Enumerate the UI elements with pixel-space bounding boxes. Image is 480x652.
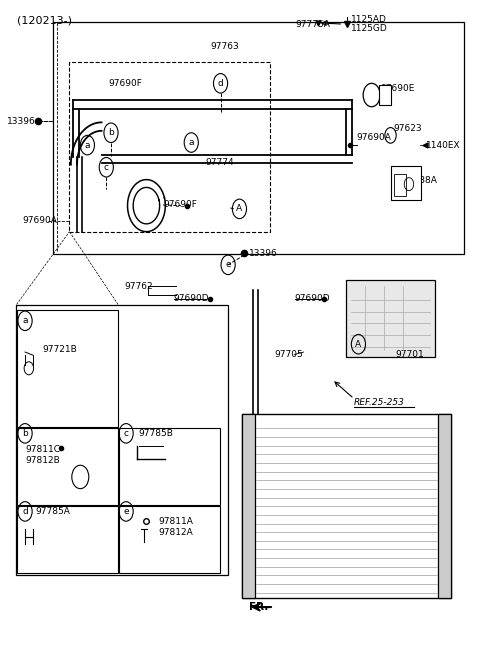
Text: 97812B: 97812B <box>25 456 60 465</box>
Bar <box>17 310 118 427</box>
Bar <box>70 62 270 232</box>
Text: e: e <box>123 507 129 516</box>
Text: 97701: 97701 <box>395 350 424 359</box>
Text: e: e <box>225 260 231 269</box>
Text: FR.: FR. <box>249 602 269 612</box>
Text: 13396: 13396 <box>7 117 36 126</box>
Text: 97812A: 97812A <box>158 528 193 537</box>
Text: 97785A: 97785A <box>36 507 71 516</box>
Text: 97690A: 97690A <box>23 216 58 225</box>
Text: 1125GD: 1125GD <box>351 24 388 33</box>
Text: 97690F: 97690F <box>163 200 197 209</box>
Text: b: b <box>22 429 28 438</box>
Text: 97705: 97705 <box>274 350 303 359</box>
Bar <box>53 22 464 254</box>
Bar <box>346 280 435 357</box>
Text: d: d <box>22 507 28 516</box>
Bar <box>394 173 406 196</box>
Bar <box>16 304 228 574</box>
Text: 97690D: 97690D <box>173 294 209 303</box>
Text: c: c <box>124 429 129 438</box>
Text: b: b <box>108 128 114 138</box>
Text: a: a <box>22 316 28 325</box>
Bar <box>17 506 118 573</box>
Text: 97690D: 97690D <box>294 294 330 303</box>
Text: 97762: 97762 <box>124 282 153 291</box>
Bar <box>119 428 220 505</box>
Bar <box>17 428 118 505</box>
Text: 97788A: 97788A <box>403 177 438 185</box>
Text: (120213-): (120213-) <box>17 15 72 25</box>
Text: 97721B: 97721B <box>43 345 77 354</box>
Text: 97774: 97774 <box>205 158 234 167</box>
Text: 1125AD: 1125AD <box>351 15 387 24</box>
Text: 97690E: 97690E <box>380 84 415 93</box>
Bar <box>392 166 421 200</box>
Text: c: c <box>104 163 109 171</box>
Text: 97811C: 97811C <box>25 445 60 454</box>
Text: A: A <box>355 340 361 349</box>
Text: d: d <box>217 79 223 88</box>
Text: 97623: 97623 <box>394 125 422 134</box>
Text: a: a <box>189 138 194 147</box>
Text: A: A <box>236 204 242 213</box>
Bar <box>438 415 451 598</box>
Text: a: a <box>84 141 90 149</box>
Text: 97811A: 97811A <box>158 516 193 526</box>
Text: 97690A: 97690A <box>357 133 391 142</box>
Text: 97763: 97763 <box>210 42 239 51</box>
Text: REF.25-253: REF.25-253 <box>354 398 405 408</box>
Bar <box>379 85 391 105</box>
Bar <box>242 415 451 598</box>
Text: 97785B: 97785B <box>138 429 173 438</box>
Bar <box>242 415 255 598</box>
Text: 97690F: 97690F <box>108 79 143 88</box>
Text: 1140EX: 1140EX <box>426 141 461 149</box>
Text: 13396: 13396 <box>249 248 277 258</box>
Bar <box>119 506 220 573</box>
Text: 97775A: 97775A <box>295 20 330 29</box>
